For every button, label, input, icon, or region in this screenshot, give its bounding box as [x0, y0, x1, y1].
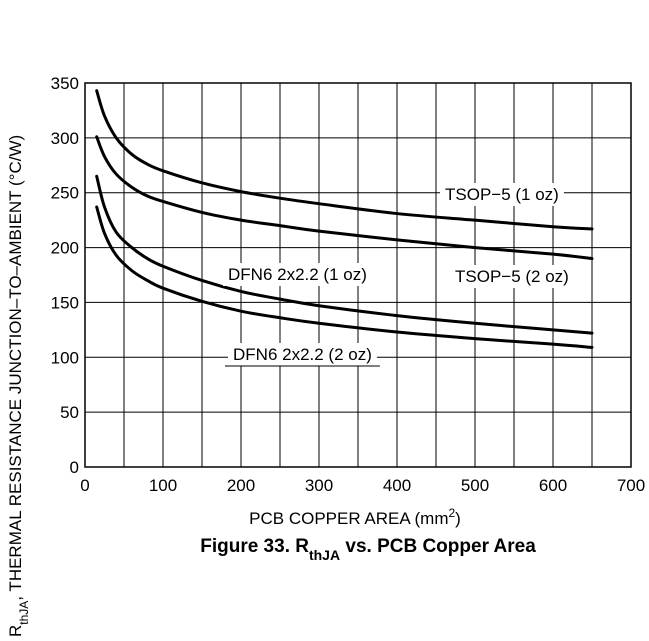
- series-label: TSOP−5 (2 oz): [455, 267, 569, 286]
- plot-frame: [84, 82, 632, 468]
- y-tick-label: 300: [51, 129, 79, 148]
- tick-labels: 0 100 200 300 400 500 600 700 0 50 100 150 200 250 300…: [51, 74, 646, 495]
- x-tick-label: 500: [461, 476, 489, 495]
- y-tick-label: 150: [51, 293, 79, 312]
- x-tick-label: 600: [539, 476, 567, 495]
- x-tick-label: 0: [80, 476, 89, 495]
- x-tick-label: 400: [383, 476, 411, 495]
- series-labels: TSOP−5 (1 oz) TSOP−5 (2 oz) DFN6 2x2.2 (1 …: [223, 183, 574, 367]
- series-lines: [95, 89, 594, 349]
- series-line-1: [95, 135, 594, 261]
- y-tick-label: 100: [51, 348, 79, 367]
- x-tick-label: 300: [305, 476, 333, 495]
- series-label-background: [440, 183, 564, 206]
- figure-caption: Figure 33. RthJA vs. PCB Copper Area: [200, 536, 536, 563]
- y-axis-title: RthJA, THERMAL RESISTANCE JUNCTION–TO–AM…: [6, 135, 31, 637]
- series-line-2: [95, 174, 594, 335]
- y-tick-label: 200: [51, 239, 79, 258]
- x-tick-label: 700: [617, 476, 645, 495]
- series-line-0: [95, 89, 594, 231]
- x-tick-label: 100: [149, 476, 177, 495]
- series-label-background: [228, 343, 377, 366]
- y-tick-label: 250: [51, 184, 79, 203]
- y-tick-label: 0: [70, 458, 79, 477]
- series-label: TSOP−5 (1 oz): [445, 185, 559, 204]
- series-label: DFN6 2x2.2 (2 oz): [233, 345, 372, 364]
- x-axis-title: PCB COPPER AREA (mm2): [249, 506, 461, 528]
- series-label-background: [223, 263, 372, 286]
- series-label-background: [450, 265, 574, 288]
- y-tick-label: 350: [51, 74, 79, 93]
- y-tick-label: 50: [60, 403, 79, 422]
- series-label: DFN6 2x2.2 (1 oz): [228, 265, 367, 284]
- x-tick-label: 200: [227, 476, 255, 495]
- series-line-3: [95, 205, 594, 349]
